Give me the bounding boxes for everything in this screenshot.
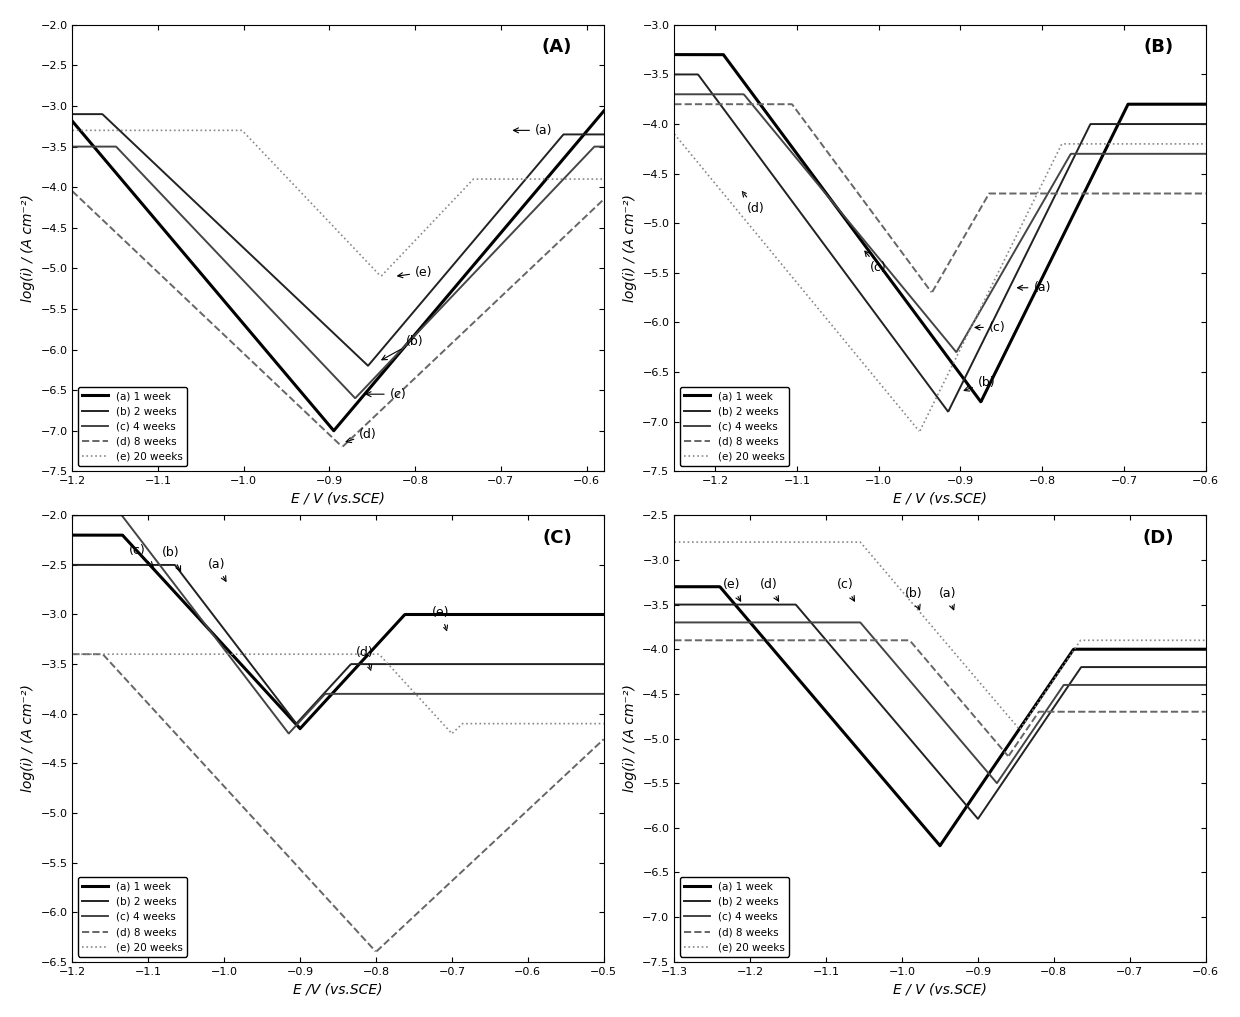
Legend: (a) 1 week, (b) 2 weeks, (c) 4 weeks, (d) 8 weeks, (e) 20 weeks: (a) 1 week, (b) 2 weeks, (c) 4 weeks, (d… (78, 386, 187, 466)
Text: (D): (D) (1142, 529, 1174, 547)
Text: (a): (a) (513, 124, 553, 137)
Legend: (a) 1 week, (b) 2 weeks, (c) 4 weeks, (d) 8 weeks, (e) 20 weeks: (a) 1 week, (b) 2 weeks, (c) 4 weeks, (d… (680, 386, 789, 466)
Text: (b): (b) (965, 375, 996, 392)
Text: (b): (b) (162, 546, 181, 572)
Y-axis label: log(i) / (A cm⁻²): log(i) / (A cm⁻²) (21, 684, 35, 792)
Text: (e): (e) (398, 265, 433, 279)
Text: (a): (a) (208, 558, 226, 582)
Text: (d): (d) (743, 191, 765, 215)
Text: (B): (B) (1143, 39, 1174, 56)
X-axis label: E / V (vs.SCE): E / V (vs.SCE) (893, 492, 987, 505)
Text: (c): (c) (837, 579, 854, 601)
Y-axis label: log(i) / (A cm⁻²): log(i) / (A cm⁻²) (622, 194, 637, 302)
Text: (e): (e) (723, 579, 740, 601)
Text: (A): (A) (542, 39, 572, 56)
Text: (c): (c) (864, 251, 887, 275)
Text: (b): (b) (382, 335, 424, 360)
Legend: (a) 1 week, (b) 2 weeks, (c) 4 weeks, (d) 8 weeks, (e) 20 weeks: (a) 1 week, (b) 2 weeks, (c) 4 weeks, (d… (680, 878, 789, 957)
Text: (b): (b) (905, 588, 923, 610)
Legend: (a) 1 week, (b) 2 weeks, (c) 4 weeks, (d) 8 weeks, (e) 20 weeks: (a) 1 week, (b) 2 weeks, (c) 4 weeks, (d… (78, 878, 187, 957)
X-axis label: E /V (vs.SCE): E /V (vs.SCE) (294, 982, 383, 997)
Text: (c): (c) (975, 321, 1006, 334)
Text: (a): (a) (1018, 282, 1052, 294)
Text: (C): (C) (542, 529, 572, 547)
Text: (c): (c) (129, 543, 153, 566)
Text: (d): (d) (760, 579, 779, 601)
Y-axis label: log(i) / (A cm⁻²): log(i) / (A cm⁻²) (622, 684, 637, 792)
Text: (e): (e) (432, 606, 449, 631)
Text: (d): (d) (356, 646, 373, 670)
Text: (c): (c) (366, 387, 407, 401)
X-axis label: E / V (vs.SCE): E / V (vs.SCE) (893, 982, 987, 997)
Text: (d): (d) (346, 428, 377, 442)
Y-axis label: log(i) / (A cm⁻²): log(i) / (A cm⁻²) (21, 194, 35, 302)
X-axis label: E / V (vs.SCE): E / V (vs.SCE) (291, 492, 384, 505)
Text: (a): (a) (939, 588, 956, 610)
